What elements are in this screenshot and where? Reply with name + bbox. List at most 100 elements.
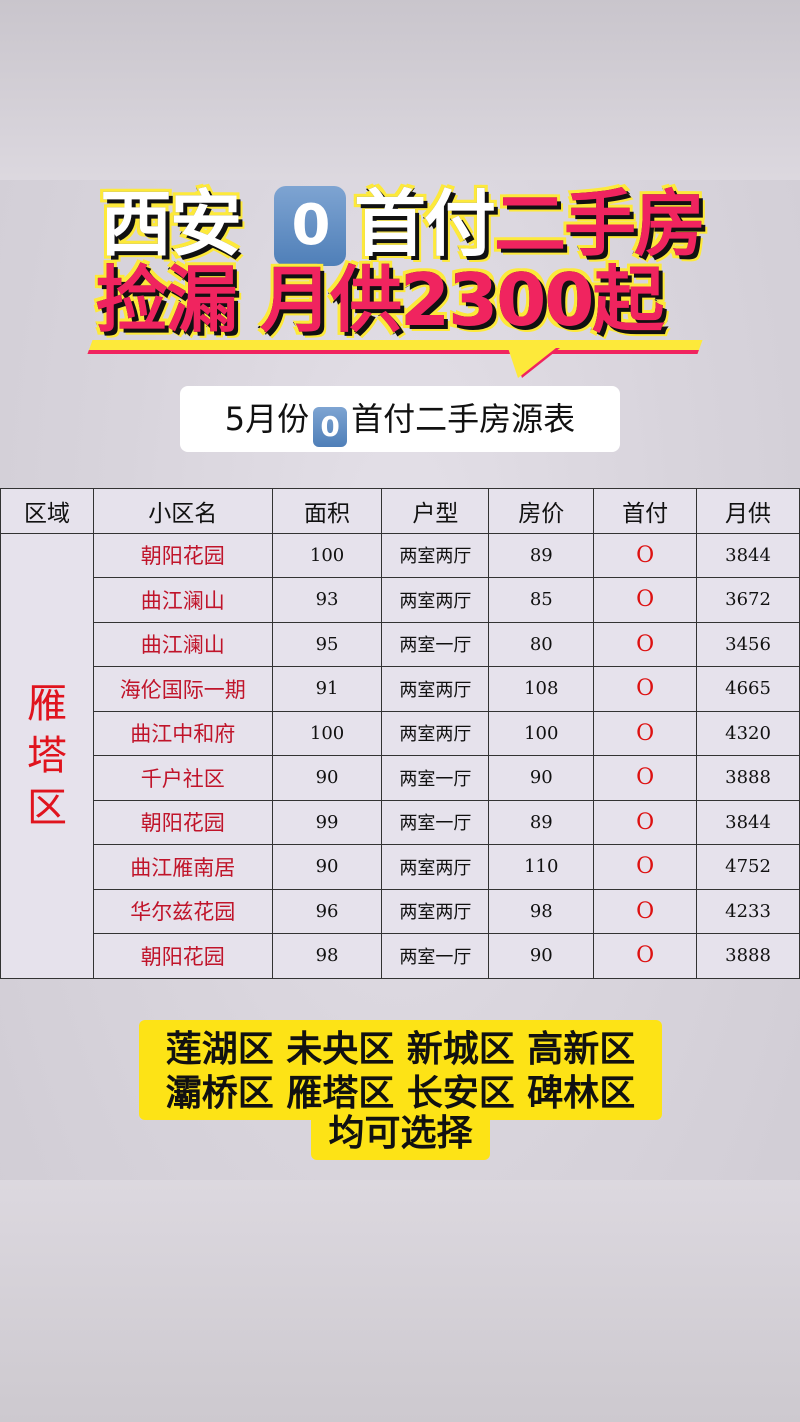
subtitle-box: 5月份 0 首付二手房源表 — [180, 386, 620, 452]
monthly-payment-cell: 4233 — [696, 888, 800, 934]
table-row: 曲江澜山 93 两室两厅 85 O 3672 — [1, 577, 800, 623]
area-cell: 99 — [271, 799, 383, 845]
community-name-cell: 曲江雁南居 — [92, 844, 273, 890]
table-row: 海伦国际一期 91 两室两厅 108 O 4665 — [1, 666, 800, 712]
districts-line-2: 灞桥区 雁塔区 长安区 碑林区 — [165, 1073, 636, 1114]
column-header: 首付 — [593, 488, 698, 534]
headline-monthly: 月供2300起 — [259, 258, 666, 342]
layout-cell: 两室两厅 — [381, 844, 490, 890]
column-header: 面积 — [271, 488, 383, 534]
community-name-cell: 华尔兹花园 — [92, 888, 273, 934]
community-name-cell: 海伦国际一期 — [92, 666, 273, 712]
listing-table: 区域 小区名 面积 户型 房价 首付 月供 雁塔区 朝阳花园 100 两室两厅 89 O 3844 曲江澜… — [0, 488, 800, 979]
layout-cell: 两室一厅 — [381, 933, 490, 979]
layout-cell: 两室一厅 — [381, 621, 490, 667]
monthly-payment-cell: 4665 — [696, 666, 800, 712]
headline-line-1: 西安 0 首付二手房 — [98, 185, 708, 266]
area-cell: 90 — [271, 844, 383, 890]
area-cell: 90 — [271, 755, 383, 801]
area-cell: 95 — [271, 621, 383, 667]
table-row: 千户社区 90 两室一厅 90 O 3888 — [1, 755, 800, 801]
zero-badge-small-icon: 0 — [313, 407, 348, 447]
down-payment-cell: O — [593, 888, 698, 934]
community-name-cell: 千户社区 — [92, 755, 273, 801]
layout-cell: 两室两厅 — [381, 710, 490, 756]
down-payment-cell: O — [593, 933, 698, 979]
subtitle-month: 5月份 — [224, 400, 310, 438]
price-cell: 110 — [488, 844, 595, 890]
down-payment-cell: O — [593, 577, 698, 623]
community-name-cell: 朝阳花园 — [92, 799, 273, 845]
layout-cell: 两室一厅 — [381, 799, 490, 845]
headline-second-hand: 二手房 — [493, 182, 708, 266]
table-row: 华尔兹花园 96 两室两厅 98 O 4233 — [1, 888, 800, 934]
districts-line-1: 莲湖区 未央区 新城区 高新区 — [165, 1029, 636, 1070]
headline-down-payment: 首付 — [353, 182, 498, 266]
table-row: 朝阳花园 98 两室一厅 90 O 3888 — [1, 933, 800, 979]
community-name-cell: 曲江中和府 — [92, 710, 273, 756]
down-payment-cell: O — [593, 710, 698, 756]
area-cell: 100 — [271, 710, 383, 756]
monthly-payment-cell: 3456 — [696, 621, 800, 667]
down-payment-cell: O — [593, 666, 698, 712]
table-row: 曲江中和府 100 两室两厅 100 O 4320 — [1, 710, 800, 756]
community-name-cell: 朝阳花园 — [92, 532, 273, 578]
table-row: 雁塔区 朝阳花园 100 两室两厅 89 O 3844 — [0, 532, 800, 979]
zero-badge-icon: 0 — [274, 186, 347, 266]
monthly-payment-cell: 3672 — [696, 577, 800, 623]
speech-tail — [508, 348, 556, 378]
price-cell: 85 — [488, 577, 595, 623]
monthly-payment-cell: 3844 — [696, 799, 800, 845]
down-payment-cell: O — [593, 532, 698, 578]
layout-cell: 两室两厅 — [381, 666, 490, 712]
monthly-payment-cell: 3888 — [696, 933, 800, 979]
districts-all-selectable: 均可选择 — [311, 1112, 490, 1160]
region-cell: 雁塔区 — [0, 532, 94, 979]
down-payment-cell: O — [593, 799, 698, 845]
background-top — [0, 0, 800, 180]
speech-bar — [87, 340, 703, 354]
headline-xian: 西安 — [98, 182, 243, 266]
table-row: 曲江雁南居 90 两室两厅 110 O 4752 — [1, 844, 800, 890]
price-cell: 90 — [488, 755, 595, 801]
area-cell: 100 — [271, 532, 383, 578]
price-cell: 100 — [488, 710, 595, 756]
area-cell: 98 — [271, 933, 383, 979]
layout-cell: 两室两厅 — [381, 888, 490, 934]
price-cell: 108 — [488, 666, 595, 712]
region-label: 雁塔区 — [26, 680, 67, 831]
community-name-cell: 曲江澜山 — [92, 621, 273, 667]
area-cell: 96 — [271, 888, 383, 934]
column-header: 月供 — [696, 488, 800, 534]
column-header: 户型 — [381, 488, 490, 534]
column-header: 小区名 — [92, 488, 273, 534]
monthly-payment-cell: 3888 — [696, 755, 800, 801]
districts-box: 莲湖区 未央区 新城区 高新区 灞桥区 雁塔区 长安区 碑林区 — [139, 1020, 662, 1120]
table-row: 朝阳花园 99 两室一厅 89 O 3844 — [1, 799, 800, 845]
down-payment-cell: O — [593, 844, 698, 890]
monthly-payment-cell: 4752 — [696, 844, 800, 890]
price-cell: 98 — [488, 888, 595, 934]
monthly-payment-cell: 4320 — [696, 710, 800, 756]
table-row: 曲江澜山 95 两室一厅 80 O 3456 — [1, 621, 800, 667]
price-cell: 89 — [488, 799, 595, 845]
headline-line-2: 捡漏 月供2300起 — [94, 261, 665, 340]
community-name-cell: 朝阳花园 — [92, 933, 273, 979]
down-payment-cell: O — [593, 621, 698, 667]
area-cell: 93 — [271, 577, 383, 623]
area-cell: 91 — [271, 666, 383, 712]
layout-cell: 两室一厅 — [381, 755, 490, 801]
table-header-row: 区域 小区名 面积 户型 房价 首付 月供 — [0, 488, 800, 534]
monthly-payment-cell: 3844 — [696, 532, 800, 578]
price-cell: 89 — [488, 532, 595, 578]
price-cell: 80 — [488, 621, 595, 667]
layout-cell: 两室两厅 — [381, 577, 490, 623]
background-bottom — [0, 1180, 800, 1422]
layout-cell: 两室两厅 — [381, 532, 490, 578]
column-header: 房价 — [488, 488, 595, 534]
price-cell: 90 — [488, 933, 595, 979]
down-payment-cell: O — [593, 755, 698, 801]
column-header: 区域 — [0, 488, 94, 534]
headline-bargain: 捡漏 — [94, 258, 239, 342]
community-name-cell: 曲江澜山 — [92, 577, 273, 623]
